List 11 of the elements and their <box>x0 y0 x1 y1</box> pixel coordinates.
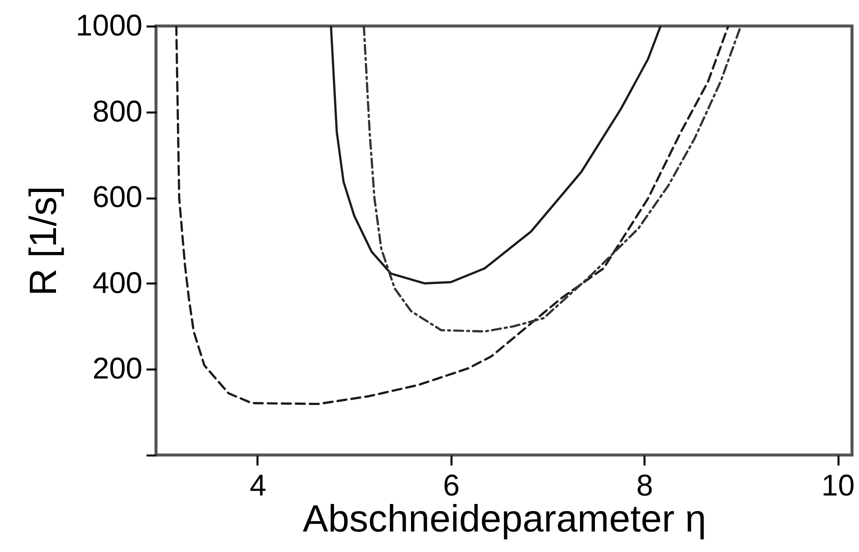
y-tick-label: 800 <box>92 95 142 128</box>
y-tick-label: 400 <box>92 266 142 300</box>
y-tick-label: 600 <box>92 181 142 214</box>
x-tick-label: 4 <box>250 470 266 502</box>
y-tick-label: 1000 <box>76 10 142 42</box>
line-series <box>175 26 730 406</box>
y-tick-label: 200 <box>92 352 142 386</box>
x-tick-label: 10 <box>821 470 855 502</box>
y-axis-title: R [1/s] <box>22 186 65 296</box>
line-series <box>330 26 662 284</box>
line-series <box>362 26 742 333</box>
